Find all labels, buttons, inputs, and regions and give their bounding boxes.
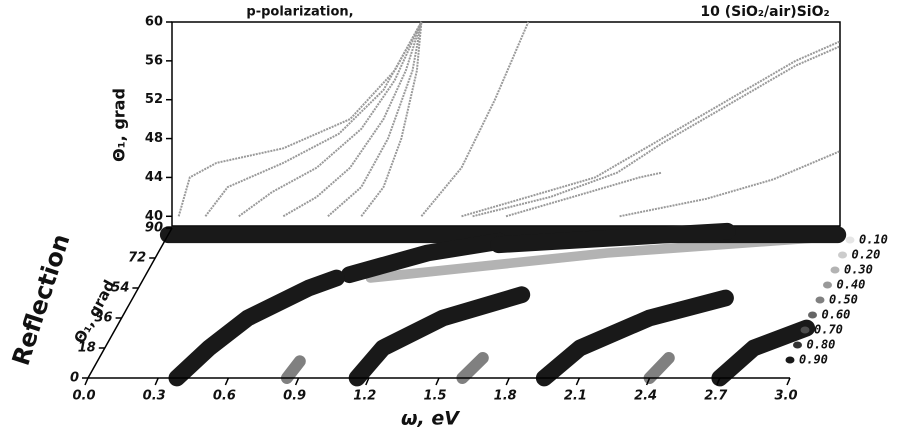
x-tick-label: 1.5 xyxy=(423,389,446,404)
x-tick-label: 2.7 xyxy=(704,389,728,404)
y-tick-label: 56 xyxy=(145,53,163,68)
legend-label: 0.50 xyxy=(829,293,858,307)
curve xyxy=(282,21,423,218)
y-tick-label: 54 xyxy=(111,281,129,296)
y-tick-label: 0 xyxy=(70,371,79,386)
legend-swatch xyxy=(845,236,855,244)
contour-band xyxy=(456,352,489,384)
x-tick xyxy=(786,377,791,386)
chart-title: p-polarization, xyxy=(246,5,353,20)
legend-label: 0.90 xyxy=(799,353,828,367)
curve xyxy=(238,21,423,218)
x-tick-label: 2.1 xyxy=(564,389,587,404)
x-tick-label: 2.4 xyxy=(634,389,657,404)
y-tick-label: 18 xyxy=(78,341,96,356)
legend-swatch xyxy=(815,296,825,304)
contour-band xyxy=(711,319,816,387)
y-tick-label: 60 xyxy=(145,15,163,30)
y-tick-label: 90 xyxy=(145,221,163,236)
x-tick-label: 0.0 xyxy=(72,389,95,404)
legend-swatch xyxy=(830,266,840,274)
x-tick xyxy=(84,377,89,386)
x-tick-label: 0.9 xyxy=(283,389,306,404)
y-tick-label: 52 xyxy=(145,92,163,107)
x-tick-label: 1.8 xyxy=(494,389,517,404)
z-axis-label: Reflection xyxy=(7,231,76,369)
curve xyxy=(360,21,423,217)
curve xyxy=(420,21,530,217)
curve xyxy=(505,171,663,218)
legend-label: 0.40 xyxy=(837,278,866,292)
legend-swatch xyxy=(785,356,795,364)
legend-swatch xyxy=(808,311,817,319)
x-tick-label: 0.3 xyxy=(143,389,166,404)
contour-band xyxy=(341,232,509,284)
contour-band xyxy=(535,289,734,387)
contour-band xyxy=(280,355,306,384)
y-tick-label: 48 xyxy=(145,131,163,146)
plot-frame xyxy=(171,21,841,227)
legend-swatch xyxy=(800,326,810,334)
legend-label: 0.70 xyxy=(814,323,843,337)
curve xyxy=(472,45,841,218)
x-tick xyxy=(645,377,651,386)
x-tick-label: 0.6 xyxy=(213,389,236,404)
contour-band xyxy=(643,352,675,384)
legend-label: 0.10 xyxy=(859,233,888,247)
x-tick xyxy=(365,377,370,386)
y-axis-label: Θ₁, grad xyxy=(110,88,129,162)
legend-swatch xyxy=(793,341,802,349)
contour-band xyxy=(348,286,531,387)
y-tick-label: 72 xyxy=(128,251,146,266)
chart-subtitle: 10 (SiO₂/air)SiO₂ xyxy=(700,4,829,20)
curve xyxy=(327,21,423,218)
contour-band xyxy=(490,222,736,254)
legend-label: 0.60 xyxy=(822,308,851,322)
x-tick xyxy=(294,377,300,386)
x-axis-label: ω, eV xyxy=(401,408,460,430)
legend-label: 0.30 xyxy=(844,263,873,277)
legend-swatch xyxy=(823,281,832,289)
curve xyxy=(204,21,423,217)
curve xyxy=(177,21,423,217)
x-tick-label: 1.2 xyxy=(353,389,376,404)
y-tick-label: 36 xyxy=(95,311,113,326)
x-tick xyxy=(575,377,581,386)
y-tick-label: 44 xyxy=(145,170,163,185)
contour-band xyxy=(168,269,345,387)
x-tick xyxy=(716,377,721,386)
curve xyxy=(461,40,841,218)
curve xyxy=(619,150,841,218)
y-axis xyxy=(87,227,173,379)
x-tick xyxy=(435,377,440,386)
legend-label: 0.20 xyxy=(852,248,881,262)
y-tick-label: 40 xyxy=(145,209,163,224)
legend-label: 0.80 xyxy=(807,338,836,352)
x-tick xyxy=(505,377,510,386)
x-tick xyxy=(154,377,159,386)
x-tick-label: 3.0 xyxy=(774,389,797,404)
x-tick xyxy=(224,377,230,386)
legend-swatch xyxy=(838,251,847,259)
